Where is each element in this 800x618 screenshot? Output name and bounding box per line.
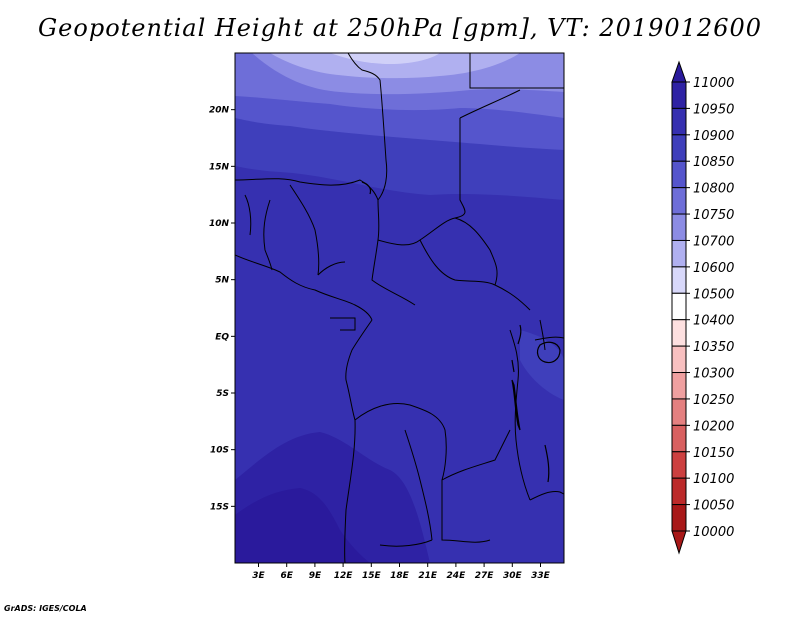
colorbar-label: 10800: [693, 182, 734, 197]
lon-tick-label: 30E: [503, 571, 523, 581]
lake-kivu: [511, 359, 515, 373]
colorbar-label: 10850: [693, 155, 734, 170]
lake-victoria: [536, 341, 561, 364]
lake-tanganyika: [511, 379, 521, 431]
colorbar-label: 10100: [693, 472, 734, 487]
chart-title: Geopotential Height at 250hPa [gpm], VT:…: [38, 14, 762, 42]
lat-tick-label: 5S: [216, 389, 229, 399]
lon-tick-label: 9E: [309, 571, 322, 581]
lon-tick-label: 12E: [334, 571, 354, 581]
lon-tick-label: 24E: [447, 571, 467, 581]
colorbar-label: 10500: [693, 287, 734, 302]
lake-albert: [517, 324, 522, 345]
band-10600: [330, 53, 440, 64]
colorbar-segment: [671, 160, 687, 189]
colorbar-label: 11000: [693, 76, 734, 91]
colorbar-label: 10050: [693, 499, 734, 514]
lat-tick-label: 15S: [210, 502, 229, 512]
grads-credit: GrADS: IGES/COLA: [4, 604, 87, 613]
colorbar-label: 10150: [693, 446, 734, 461]
colorbar-segment: [671, 504, 687, 532]
lat-tick-label: 10N: [209, 219, 230, 229]
lon-tick-label: 6E: [280, 571, 293, 581]
band-11000-south: [235, 488, 370, 563]
lon-tick-label: 3E: [252, 571, 265, 581]
lat-tick-label: EQ: [215, 332, 229, 342]
colorbar: 11000 10950 10900 10850 10800 10750 10700 10600…: [671, 60, 734, 555]
country-borders: [235, 53, 564, 563]
lat-tick-label: 20N: [209, 106, 230, 116]
colorbar-segment: [671, 81, 687, 109]
height-field: [235, 53, 564, 563]
lon-tick-label: 21E: [418, 571, 438, 581]
band-10700: [270, 53, 520, 79]
lat-tick-label: 10S: [210, 446, 229, 456]
lat-tick-label: 15N: [209, 162, 230, 172]
colorbar-label: 10950: [693, 102, 734, 117]
lake-chad: [361, 181, 372, 195]
colorbar-segment: [671, 213, 687, 241]
colorbar-cap-top: [671, 60, 687, 83]
lat-tick-label: 5N: [215, 276, 229, 286]
colorbar-cap-bottom: [671, 530, 687, 555]
colorbar-label: 10900: [693, 129, 734, 144]
longitude-axis: 3E 6E 9E 12E 15E 18E 21E 24E 27E 30E 33E: [252, 563, 551, 581]
colorbar-label: 10350: [693, 340, 734, 355]
colorbar-segment: [671, 398, 687, 426]
colorbar-segment: [671, 134, 687, 162]
colorbar-label: 10300: [693, 367, 734, 382]
colorbar-segment: [671, 424, 687, 453]
colorbar-segment: [671, 319, 687, 347]
lon-tick-label: 18E: [390, 571, 410, 581]
colorbar-label: 10000: [693, 525, 734, 540]
colorbar-label: 10200: [693, 419, 734, 434]
colorbar-label: 10700: [693, 234, 734, 249]
lon-tick-label: 33E: [531, 571, 551, 581]
colorbar-segment: [671, 187, 687, 215]
latitude-axis: 20N 15N 10N 5N EQ 5S 10S 15S: [209, 106, 235, 512]
colorbar-segment: [671, 451, 687, 479]
colorbar-segment: [671, 345, 687, 374]
colorbar-label: 10400: [693, 314, 734, 329]
colorbar-segment: [671, 107, 687, 136]
lon-tick-label: 15E: [362, 571, 382, 581]
band-10900-east: [520, 330, 564, 400]
colorbar-label: 10600: [693, 261, 734, 276]
colorbar-label: 10250: [693, 393, 734, 408]
colorbar-segment: [671, 239, 687, 268]
colorbar-segment: [671, 372, 687, 400]
colorbar-segment: [671, 292, 687, 321]
lakes: [361, 181, 561, 483]
lake-malawi: [544, 444, 550, 483]
colorbar-segment: [671, 266, 687, 294]
colorbar-segment: [671, 477, 687, 506]
lon-tick-label: 27E: [475, 571, 495, 581]
colorbar-label: 10750: [693, 208, 734, 223]
